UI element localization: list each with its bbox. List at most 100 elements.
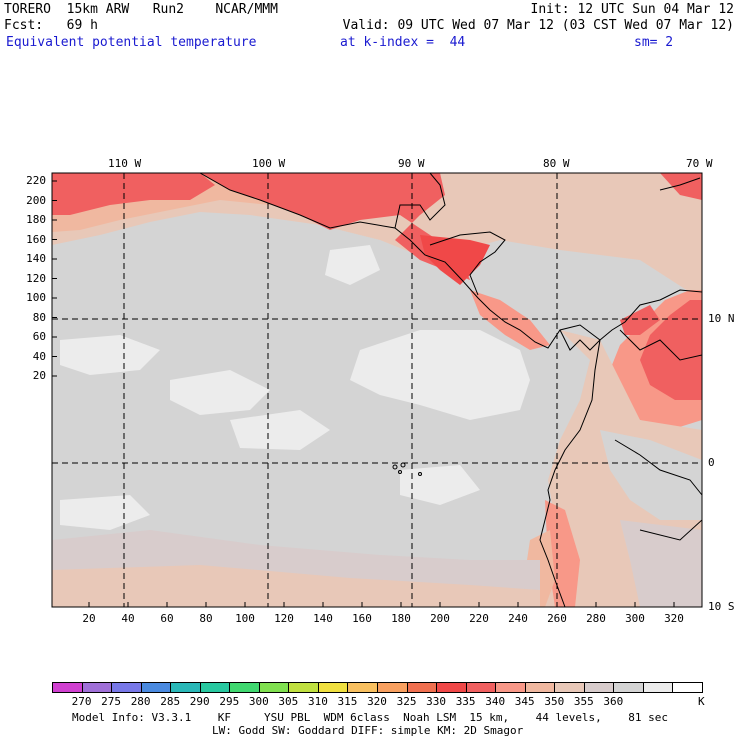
- header-forecast-hour: Fcst: 69 h: [4, 18, 98, 33]
- colorbar-label: 285: [160, 695, 181, 708]
- colorbar-label: 290: [189, 695, 210, 708]
- map-frame: [51, 172, 703, 608]
- x-axis-label: 40: [121, 612, 135, 625]
- footer-physics-info: LW: Godd SW: Goddard DIFF: simple KM: 2D…: [212, 724, 524, 737]
- x-axis-label: 320: [664, 612, 684, 625]
- lon-label-100w: 100 W: [252, 157, 286, 170]
- colorbar-swatch: [288, 682, 319, 693]
- colorbar-swatch: [377, 682, 408, 693]
- field-warm-band-north: [52, 173, 702, 300]
- colorbar-swatch: [465, 682, 497, 693]
- colorbar-label: 335: [455, 695, 476, 708]
- colorbar-swatch: [199, 682, 231, 693]
- x-axis-label: 180: [391, 612, 411, 625]
- lat-label-10s: 10 S: [708, 600, 735, 613]
- colorbar-swatch: [554, 682, 585, 693]
- colorbar-label: 270: [71, 695, 92, 708]
- lat-label-equator: 0: [708, 456, 715, 469]
- colorbar-swatch: [52, 682, 83, 693]
- lon-label-80w: 80 W: [543, 157, 570, 170]
- x-axis-label: 280: [586, 612, 606, 625]
- y-axis-label: 180: [26, 213, 46, 226]
- colorbar-label: 275: [101, 695, 122, 708]
- x-axis-label: 140: [313, 612, 333, 625]
- colorbar-label: 360: [603, 695, 624, 708]
- colorbar-label: 295: [219, 695, 240, 708]
- field-red-caribbean: [660, 173, 702, 200]
- x-axis-label: 120: [274, 612, 294, 625]
- colorbar-label: 325: [396, 695, 417, 708]
- header-model-title: TORERO 15km ARW Run2 NCAR/MMM: [4, 2, 278, 17]
- field-light-patch-north: [325, 245, 380, 285]
- lon-label-90w: 90 W: [398, 157, 425, 170]
- colorbar-label: 345: [514, 695, 535, 708]
- field-light-patch-south-central: [230, 410, 330, 450]
- colorbar-swatch: [229, 682, 260, 693]
- field-tan-band-south: [52, 565, 540, 607]
- lat-label-10n: 10 N: [708, 312, 735, 325]
- colorbar-swatch: [672, 682, 703, 693]
- colorbar-swatch: [317, 682, 349, 693]
- lon-label-70w: 70 W: [686, 157, 713, 170]
- y-axis-label: 80: [32, 310, 46, 324]
- colorbar-label: 315: [337, 695, 358, 708]
- x-axis-label: 240: [508, 612, 528, 625]
- colorbar-label: 320: [367, 695, 387, 708]
- x-axis-label: 60: [160, 612, 174, 625]
- y-axis-label: 40: [32, 349, 46, 363]
- y-axis-label: 20: [32, 369, 46, 382]
- header-valid-time: Valid: 09 UTC Wed 07 Mar 12 (03 CST Wed …: [342, 18, 734, 33]
- header-smoothing: sm= 2: [634, 35, 674, 50]
- field-light-patch-west-central: [170, 370, 270, 415]
- equivalent-potential-temperature-map: [51, 172, 703, 608]
- field-light-patch-west: [60, 335, 160, 375]
- field-salmon-panama: [470, 290, 550, 350]
- field-light-patch-center: [350, 330, 530, 420]
- field-red-colombia-north: [620, 305, 660, 335]
- header-level: at k-index = 44: [340, 35, 466, 50]
- colorbar-label: 350: [544, 695, 565, 708]
- colorbar-swatch: [583, 682, 615, 693]
- header-init-time: Init: 12 UTC Sun 04 Mar 12: [530, 2, 735, 17]
- field-red-northwest: [52, 173, 215, 215]
- lat-lon-grid: [52, 173, 702, 607]
- y-axis-label: 220: [26, 174, 46, 187]
- footer-model-info: Model Info: V3.3.1 KF YSU PBL WDM 6class…: [72, 711, 669, 724]
- y-axis-label: 140: [26, 252, 46, 265]
- x-axis-label: 80: [199, 612, 213, 625]
- field-gray-south: [620, 520, 702, 607]
- colorbar-swatch: [140, 682, 172, 693]
- x-axis-label: 200: [430, 612, 450, 625]
- colorbar-label: 330: [426, 695, 447, 708]
- field-red-venezuela: [640, 300, 702, 400]
- colorbar-swatch: [111, 682, 142, 693]
- colorbar-label: 280: [130, 695, 151, 708]
- colorbar-swatch: [524, 682, 556, 693]
- coastlines: [199, 173, 702, 607]
- x-axis-label: 160: [352, 612, 372, 625]
- colorbar-swatch: [347, 682, 378, 693]
- colorbar-swatch: [258, 682, 290, 693]
- map-field: [52, 173, 702, 607]
- y-axis-ticks: [52, 180, 57, 377]
- x-axis-label: 300: [625, 612, 645, 625]
- colorbar-swatch: [81, 682, 113, 693]
- colorbar-swatch: [613, 682, 644, 693]
- x-axis-label: 100: [235, 612, 255, 625]
- colorbar-label: 300: [248, 695, 269, 708]
- colorbar-swatch: [436, 682, 467, 693]
- lon-label-110w: 110 W: [108, 157, 142, 170]
- field-gray-amazon: [600, 430, 702, 520]
- colorbar-label: 310: [307, 695, 328, 708]
- field-light-patch-southwest: [60, 495, 150, 530]
- colorbar-swatch: [642, 682, 674, 693]
- colorbar-label: 355: [573, 695, 594, 708]
- colorbar-label: 305: [278, 695, 299, 708]
- colorbar-swatch: [406, 682, 438, 693]
- colorbar-swatch: [495, 682, 526, 693]
- y-axis-label: 160: [26, 232, 46, 246]
- colorbar-label: 340: [485, 695, 506, 708]
- colorbar-unit: K: [698, 695, 705, 708]
- x-axis-label: 220: [469, 612, 489, 625]
- x-axis-label: 20: [82, 612, 96, 625]
